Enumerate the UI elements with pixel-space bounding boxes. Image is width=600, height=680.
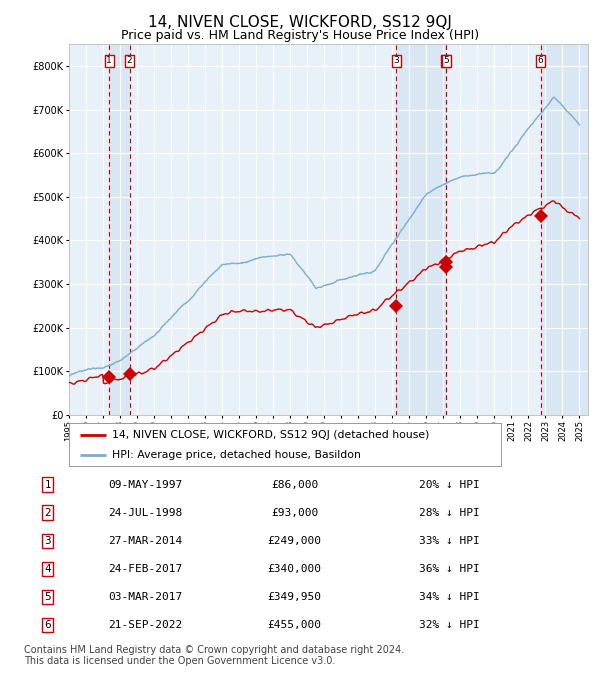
Text: £93,000: £93,000 bbox=[271, 508, 318, 517]
Text: 14, NIVEN CLOSE, WICKFORD, SS12 9QJ: 14, NIVEN CLOSE, WICKFORD, SS12 9QJ bbox=[148, 15, 452, 30]
Text: £249,000: £249,000 bbox=[268, 536, 322, 546]
Text: £86,000: £86,000 bbox=[271, 479, 318, 490]
Text: 03-MAR-2017: 03-MAR-2017 bbox=[109, 592, 182, 602]
Text: 4: 4 bbox=[44, 564, 51, 574]
Text: 32% ↓ HPI: 32% ↓ HPI bbox=[419, 620, 479, 630]
Text: Contains HM Land Registry data © Crown copyright and database right 2024.
This d: Contains HM Land Registry data © Crown c… bbox=[24, 645, 404, 666]
Text: £349,950: £349,950 bbox=[268, 592, 322, 602]
Text: 24-JUL-1998: 24-JUL-1998 bbox=[109, 508, 182, 517]
Text: 34% ↓ HPI: 34% ↓ HPI bbox=[419, 592, 479, 602]
Text: HPI: Average price, detached house, Basildon: HPI: Average price, detached house, Basi… bbox=[112, 450, 361, 460]
Bar bbox=[541, 44, 588, 415]
Text: 1: 1 bbox=[44, 479, 51, 490]
Text: 27-MAR-2014: 27-MAR-2014 bbox=[109, 536, 182, 546]
Text: 14, NIVEN CLOSE, WICKFORD, SS12 9QJ (detached house): 14, NIVEN CLOSE, WICKFORD, SS12 9QJ (det… bbox=[112, 430, 430, 439]
Text: 4: 4 bbox=[443, 56, 449, 65]
Text: 24-FEB-2017: 24-FEB-2017 bbox=[109, 564, 182, 574]
Bar bbox=[109, 44, 130, 415]
Text: 21-SEP-2022: 21-SEP-2022 bbox=[109, 620, 182, 630]
Text: 20% ↓ HPI: 20% ↓ HPI bbox=[419, 479, 479, 490]
Bar bbox=[396, 44, 446, 415]
Text: Price paid vs. HM Land Registry's House Price Index (HPI): Price paid vs. HM Land Registry's House … bbox=[121, 29, 479, 41]
Text: 6: 6 bbox=[44, 620, 51, 630]
Text: 6: 6 bbox=[538, 56, 544, 65]
Text: 3: 3 bbox=[394, 56, 399, 65]
Text: 33% ↓ HPI: 33% ↓ HPI bbox=[419, 536, 479, 546]
Text: 36% ↓ HPI: 36% ↓ HPI bbox=[419, 564, 479, 574]
Text: £455,000: £455,000 bbox=[268, 620, 322, 630]
Text: 2: 2 bbox=[127, 56, 133, 65]
Text: 1: 1 bbox=[106, 56, 112, 65]
Text: £340,000: £340,000 bbox=[268, 564, 322, 574]
Text: 5: 5 bbox=[443, 56, 449, 65]
Text: 2: 2 bbox=[44, 508, 51, 517]
Text: 3: 3 bbox=[44, 536, 51, 546]
Text: 28% ↓ HPI: 28% ↓ HPI bbox=[419, 508, 479, 517]
Text: 5: 5 bbox=[44, 592, 51, 602]
Text: 09-MAY-1997: 09-MAY-1997 bbox=[109, 479, 182, 490]
